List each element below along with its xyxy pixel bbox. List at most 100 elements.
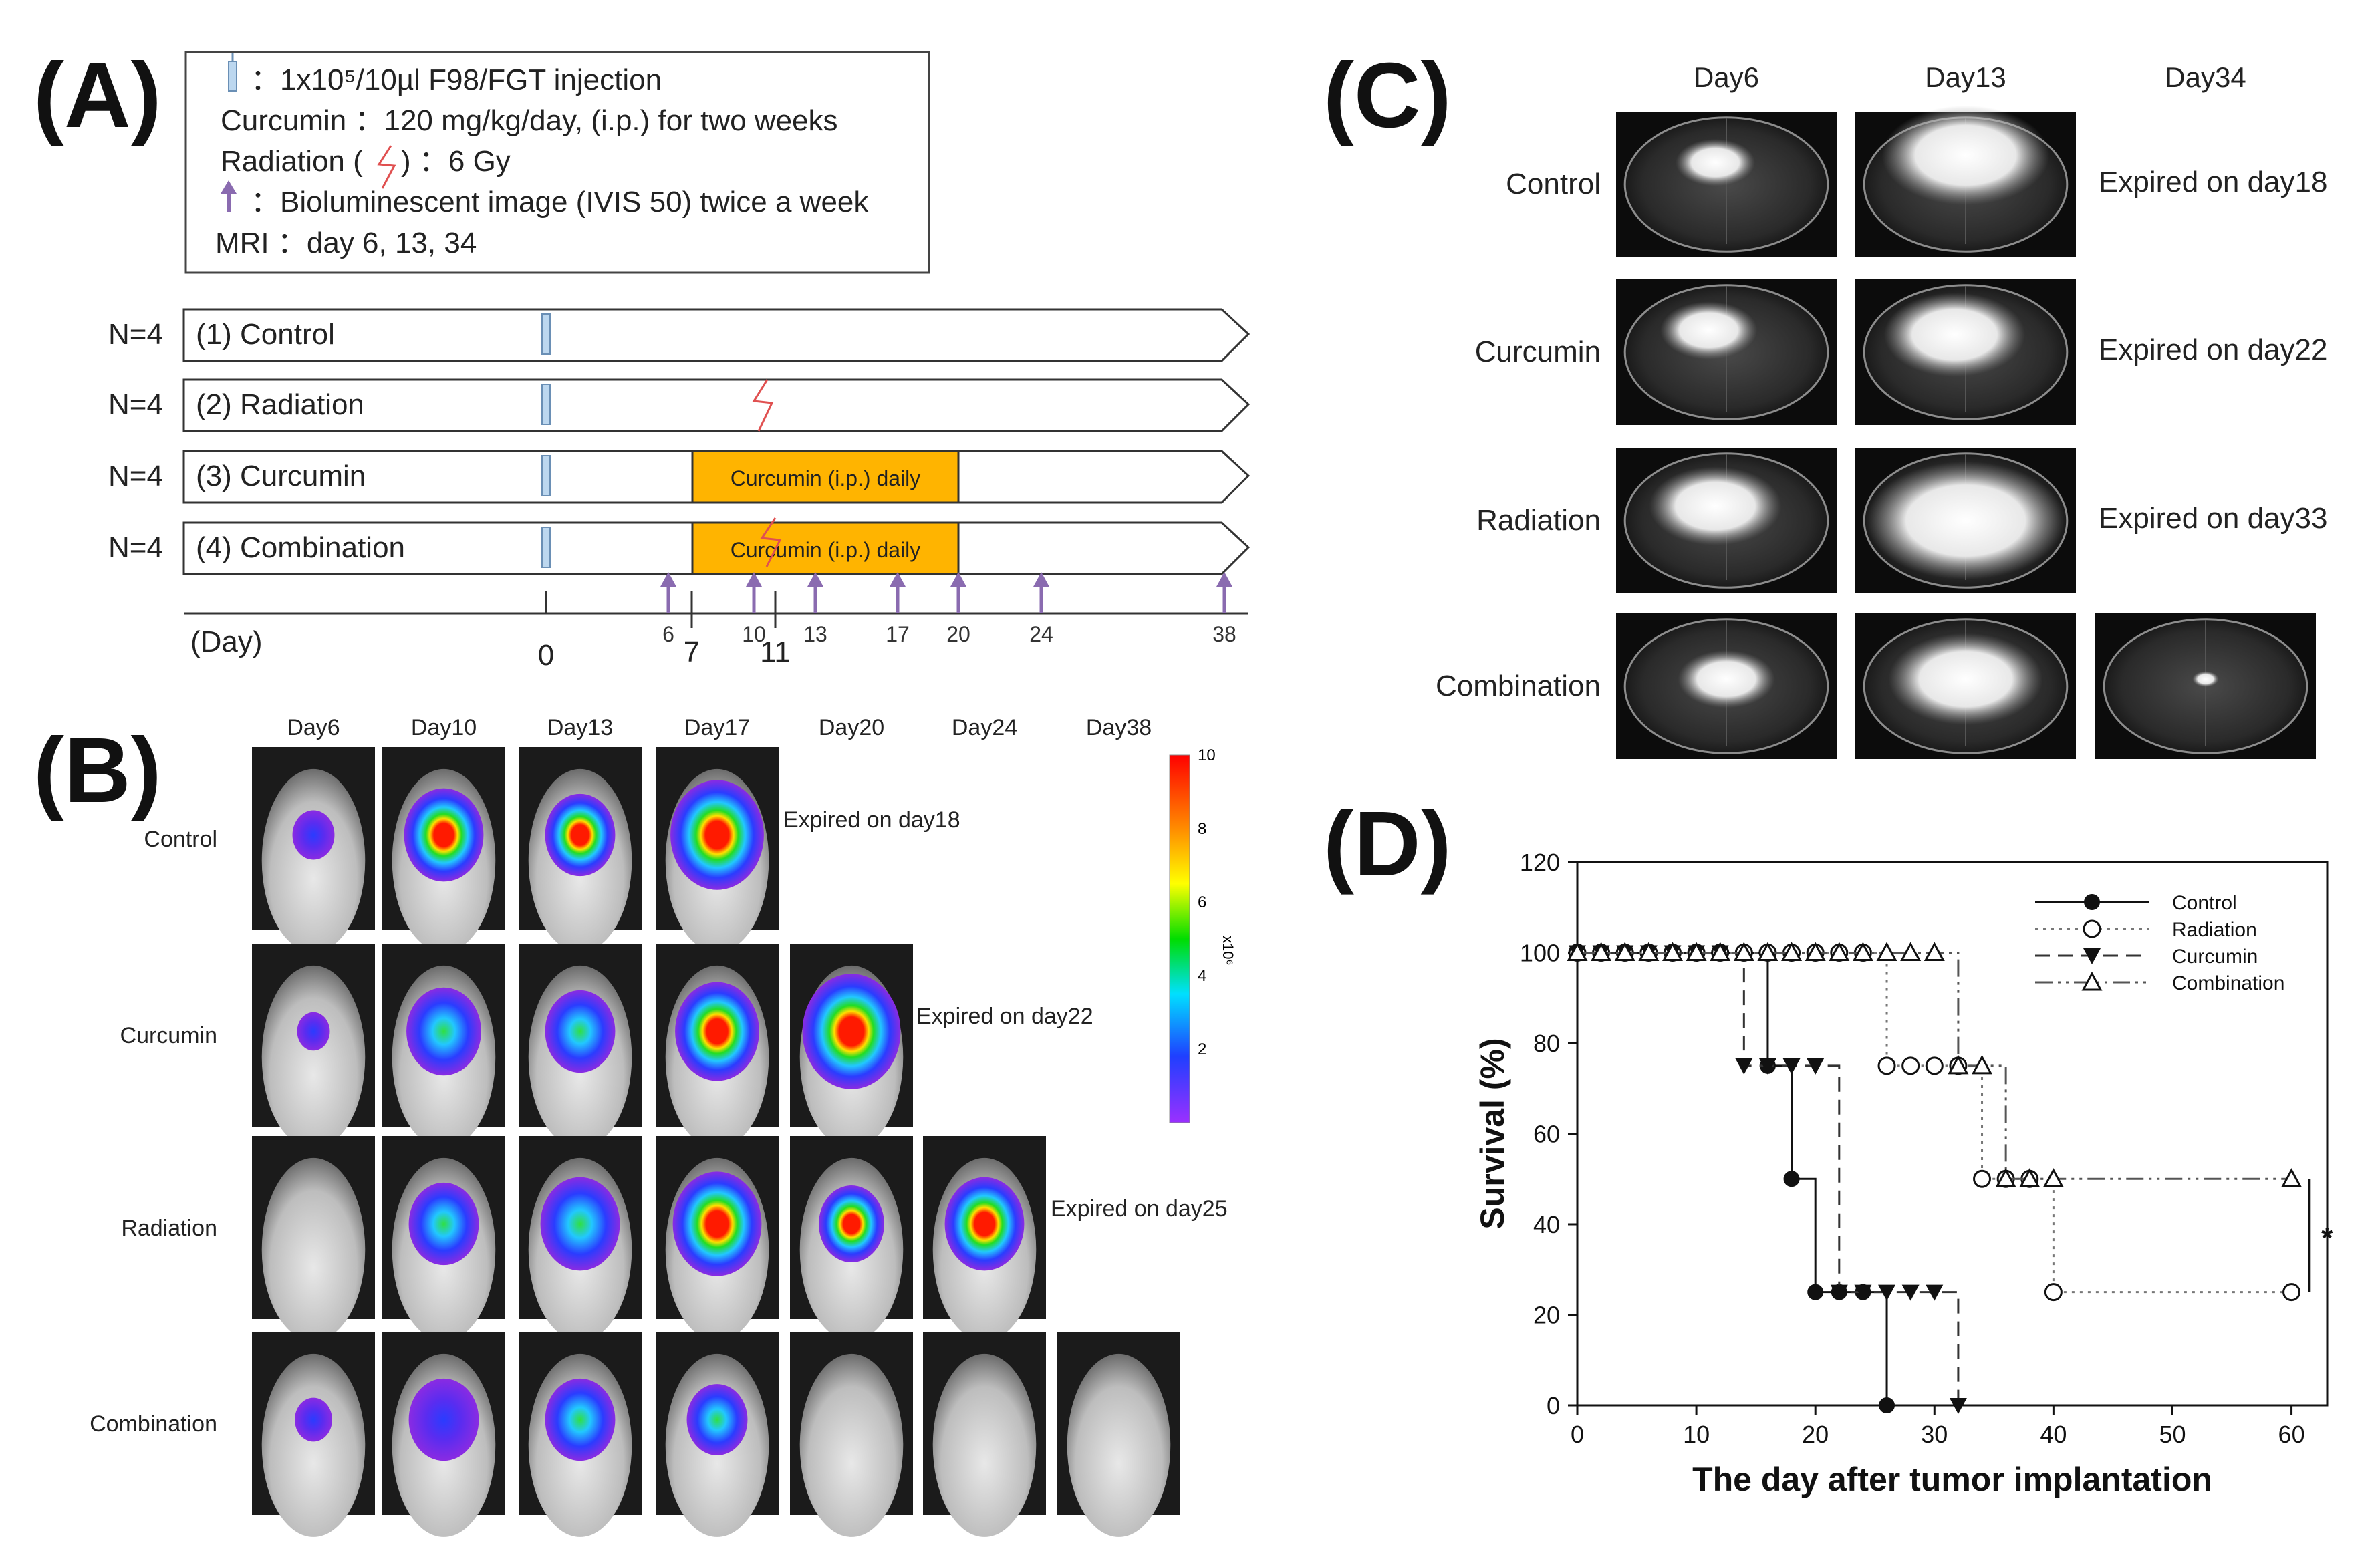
bli-image: [382, 1136, 505, 1341]
day-axis-label: (Day): [190, 625, 263, 658]
mri-image: [1616, 279, 1837, 425]
data-point: [1879, 1397, 1895, 1413]
row-label: Curcumin: [120, 1023, 217, 1048]
bli-image: [656, 747, 779, 952]
bli-image: [790, 1136, 913, 1341]
data-point: [2084, 894, 2100, 910]
x-tick-label: 40: [2040, 1421, 2067, 1448]
data-point: [1949, 1398, 1967, 1414]
mri-image: [1855, 448, 2076, 593]
imaging-day-label: 38: [1212, 622, 1236, 646]
signal-blob: [545, 793, 616, 877]
data-point: [1852, 942, 1873, 961]
treatment-box-label: Curcumin (i.p.) daily: [731, 538, 921, 562]
group-n: N=4: [108, 318, 163, 351]
x-axis-label: The day after tumor implantation: [1692, 1461, 2212, 1498]
day-header: Day38: [1086, 715, 1152, 740]
bli-image: [382, 747, 505, 952]
arrow-head: [660, 572, 676, 587]
legend-entry: Curcumin: [2035, 946, 2258, 968]
mri-image: [1616, 112, 1837, 257]
colorbar-tick: 8: [1198, 820, 1206, 838]
lightning-icon: [377, 145, 396, 189]
day-header: Day34: [2165, 61, 2246, 93]
data-point: [1807, 1284, 1824, 1300]
legend-injection-text: ：1x10⁵/10µl F98/FGT injection: [251, 63, 662, 96]
rat-body: [261, 1157, 366, 1341]
data-point: [1614, 942, 1635, 961]
group-label: (1) Control: [196, 318, 335, 351]
y-tick-label: 100: [1520, 940, 1560, 967]
signal-blob: [297, 1012, 330, 1051]
signal-blob: [292, 810, 335, 860]
signal-blob: [672, 1171, 762, 1276]
legend-label: Radiation: [2172, 919, 2257, 941]
y-tick-label: 80: [1533, 1030, 1560, 1057]
legend-entry: Combination: [2035, 971, 2284, 994]
data-point: [1686, 942, 1707, 961]
data-point: [1829, 942, 1850, 961]
x-tick-label: 20: [1802, 1421, 1829, 1448]
rat-body: [261, 965, 366, 1149]
bli-image: [519, 1136, 642, 1341]
y-tick-label: 0: [1547, 1392, 1560, 1419]
mri-image: [1855, 613, 2076, 759]
panel-d-label: (D): [1323, 793, 1452, 895]
significance-star: *: [2321, 1222, 2333, 1254]
bli-image: [656, 1136, 779, 1341]
bli-image: [252, 1332, 375, 1537]
series-radiation: [1568, 944, 2301, 1302]
imaging-day-label: 10: [742, 622, 766, 646]
data-point: [1805, 942, 1826, 961]
rat-body: [799, 1353, 904, 1537]
arrow-up-icon: [221, 180, 237, 212]
plot-frame: [1576, 861, 2329, 1407]
data-point: [1591, 942, 1612, 961]
colorbar-unit: x10⁶: [1220, 936, 1236, 966]
data-point: [2083, 919, 2101, 938]
colorbar: 10 8 6 4 2 x10⁶: [1169, 746, 1236, 1123]
lightning-icon: [760, 517, 782, 567]
group-row: N=4 (1) Control: [108, 308, 1250, 362]
arrow-head: [746, 572, 762, 587]
arrow-up-icon: [807, 572, 823, 613]
day-header: Day6: [1694, 61, 1759, 93]
bli-image: [382, 1332, 505, 1537]
panel-c-label: (C): [1323, 44, 1452, 147]
lesion: [1649, 466, 1782, 546]
imaging-day-label: 6: [662, 622, 674, 646]
data-point: [1710, 942, 1731, 961]
data-point: [1854, 1284, 1872, 1301]
expired-label: Expired on day18: [2099, 166, 2327, 198]
group-n: N=4: [108, 460, 163, 492]
signal-blob: [404, 788, 484, 882]
legend-curcumin-text: Curcumin ：120 mg/kg/day, (i.p.) for two …: [221, 104, 838, 137]
signal-blob: [675, 982, 759, 1081]
group-n: N=4: [108, 531, 163, 564]
signal-blob: [408, 1182, 479, 1266]
expired-label: Expired on day33: [2099, 502, 2327, 535]
x-tick-label: 30: [1921, 1421, 1948, 1448]
x-tick-label: 10: [1683, 1421, 1710, 1448]
signal-blob: [944, 1177, 1025, 1271]
syringe-icon: [541, 455, 551, 496]
data-point: [1662, 942, 1683, 961]
arrow-up-icon: [950, 572, 966, 613]
y-axis-label: Survival (%): [1474, 1038, 1511, 1229]
data-point: [1924, 942, 1945, 961]
expired-label: Expired on day25: [1051, 1196, 1228, 1222]
signal-blob: [686, 1384, 748, 1455]
panel-a-legend-box: ：1x10⁵/10µl F98/FGT injection Curcumin ：…: [184, 51, 930, 274]
mri-grid: Day6 Day13 Day34 Control Expired on day18 Cur…: [1436, 61, 2327, 759]
data-point: [1735, 1058, 1753, 1075]
lesion: [1883, 293, 2026, 377]
data-point: [1782, 1058, 1801, 1075]
legend-radiation-prefix: Radiation (: [221, 145, 363, 178]
signal-blob: [802, 974, 901, 1089]
data-point: [1973, 1169, 1992, 1188]
syringe-icon: [541, 313, 551, 355]
day-tick: 11: [760, 635, 791, 668]
data-point: [1807, 1058, 1825, 1075]
bli-image: [252, 1136, 375, 1341]
